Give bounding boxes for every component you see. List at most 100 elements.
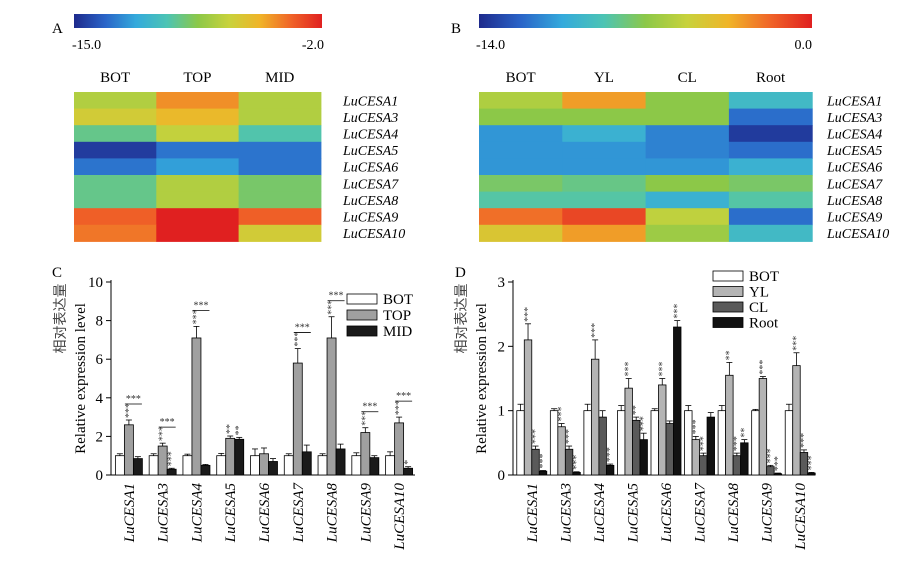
bar-top <box>259 453 269 476</box>
heatmap-cell <box>562 92 647 110</box>
x-tick-label: LuCESA9 <box>760 483 776 544</box>
significance-mark: *** <box>758 360 769 375</box>
bar-yl <box>725 374 734 476</box>
heatmap-row-label: LuCESA1 <box>826 94 882 109</box>
bar-bot <box>516 410 525 476</box>
significance-mark: ** <box>724 350 735 360</box>
legend-label-cl: CL <box>749 300 768 316</box>
bar-root <box>538 470 548 476</box>
significance-mark: *** <box>360 411 371 426</box>
bar-root <box>572 472 581 476</box>
heatmap-cell <box>645 158 730 176</box>
heatmap-column-label-yl: YL <box>594 70 614 86</box>
legend-swatch-mid <box>346 325 378 337</box>
heatmap-column-label-mid: MID <box>265 70 294 86</box>
x-tick-label: LuCESA7 <box>693 482 709 544</box>
significance-mark: *** <box>327 300 338 315</box>
heatmap-cell <box>238 108 322 126</box>
heatmap-column-label-root: Root <box>756 70 786 86</box>
heatmap-cell <box>156 208 240 226</box>
x-tick-label: LuCESA1 <box>122 483 138 543</box>
bar-bot <box>650 410 659 476</box>
colorbar-b-min-label: -14.0 <box>476 38 505 53</box>
significance-mark: *** <box>791 336 802 351</box>
bar-top <box>292 362 303 476</box>
bar-top <box>360 432 371 476</box>
bar-yl <box>590 358 600 476</box>
bar-cl <box>699 455 708 476</box>
heatmap-cell <box>238 191 322 209</box>
x-tick-label: LuCESA6 <box>257 483 273 544</box>
legend-swatch-root <box>712 317 744 328</box>
heatmap-cell <box>728 92 813 110</box>
colorbar-a <box>74 14 322 28</box>
bar-bot <box>583 410 592 476</box>
heatmap-cell <box>645 208 730 226</box>
bar-mid <box>200 464 211 476</box>
heatmap-row-label: LuCESA6 <box>342 161 398 176</box>
significance-mark: *** <box>293 332 304 347</box>
heatmap-row-label: LuCESA7 <box>342 177 399 192</box>
significance-mark: *** <box>605 447 616 462</box>
significance-mark: *** <box>538 453 549 468</box>
bar-top <box>225 437 236 476</box>
heatmap-cell <box>156 108 240 126</box>
bar-top <box>191 337 202 476</box>
heatmap-column-label-bot: BOT <box>100 70 130 86</box>
bar-mid <box>234 438 245 476</box>
bar-bot <box>617 410 626 476</box>
significance-mark: *** <box>362 402 377 413</box>
heatmap-cell <box>645 92 730 110</box>
significance-mark: *** <box>295 323 310 334</box>
heatmap-cell <box>479 141 563 159</box>
heatmap-column-label-bot: BOT <box>506 70 536 86</box>
heatmap-cell <box>74 191 157 209</box>
heatmap-cell <box>238 141 322 159</box>
heatmap-cell <box>74 224 157 242</box>
significance-mark: *** <box>126 394 141 405</box>
heatmap-cell <box>74 141 157 159</box>
x-tick-label: LuCESA7 <box>291 482 307 544</box>
bar-bot <box>114 455 125 476</box>
significance-mark: *** <box>773 456 784 471</box>
y-axis-label: Relative expression level <box>474 303 490 454</box>
heatmap-cell <box>238 125 322 143</box>
heatmap-cell <box>562 191 647 209</box>
heatmap-row-label: LuCESA10 <box>342 227 405 242</box>
heatmap-cell <box>156 191 240 209</box>
heatmap-row-label: LuCESA9 <box>342 211 398 226</box>
bar-bot <box>317 455 328 476</box>
bar-root <box>673 326 682 476</box>
bar-mid <box>268 461 278 476</box>
x-tick-label: LuCESA4 <box>592 483 608 544</box>
heatmap-cell <box>479 224 563 242</box>
heatmap-cell <box>238 224 322 242</box>
y-tick-label: 8 <box>96 314 104 330</box>
y-axis-label: Relative expression level <box>73 303 89 454</box>
panel-c-letter: C <box>52 265 62 281</box>
x-tick-label: LuCESA8 <box>325 483 341 544</box>
significance-mark: *** <box>698 436 709 451</box>
heatmap-cell <box>74 208 157 226</box>
heatmap-cell <box>645 108 730 126</box>
bar-root <box>807 472 816 476</box>
heatmap-cell <box>645 175 730 193</box>
heatmap-row-label: LuCESA7 <box>826 177 883 192</box>
bar-yl <box>792 365 801 476</box>
heatmap-cell <box>74 108 157 126</box>
legend-swatch-cl <box>712 301 744 313</box>
y-tick-label: 2 <box>96 429 104 445</box>
bar-bot <box>250 455 260 476</box>
y-tick-label: 1 <box>498 404 506 420</box>
heatmap-cell <box>645 141 730 159</box>
x-tick-label: LuCESA3 <box>558 483 574 543</box>
heatmap-cell <box>74 158 157 176</box>
legend-swatch-top <box>346 309 378 321</box>
heatmap-cell <box>479 92 563 110</box>
x-tick-label: LuCESA4 <box>189 483 205 544</box>
significance-mark: *** <box>564 429 575 444</box>
heatmap-column-label-cl: CL <box>678 70 697 86</box>
